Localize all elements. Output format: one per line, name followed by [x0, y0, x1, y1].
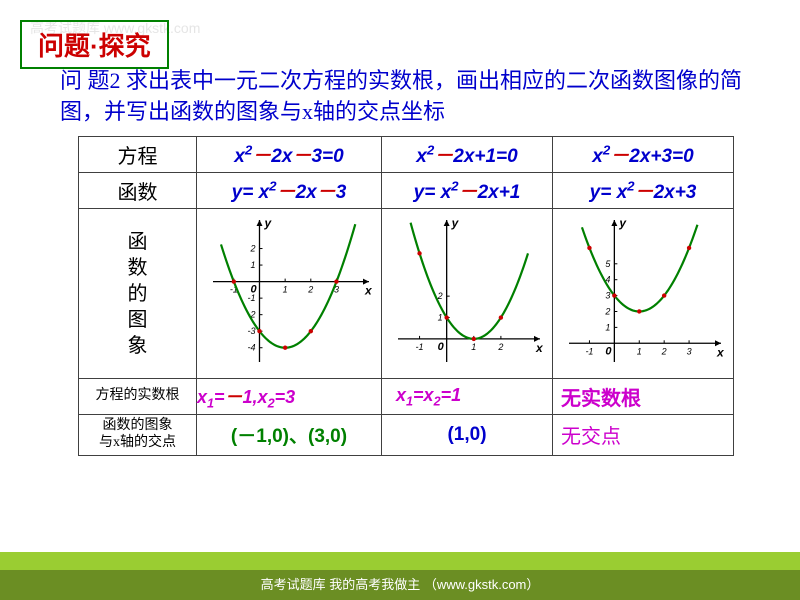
footer-stripe	[0, 552, 800, 570]
row-header-intersect: 函数的图象与x轴的交点	[79, 415, 197, 456]
svg-text:x: x	[535, 340, 544, 354]
row-header-graph: 函数的图象	[79, 209, 197, 379]
int-3: 无交点	[553, 415, 734, 456]
fn-3: y= x2－2x+3	[553, 173, 734, 209]
row-header-equation: 方程	[79, 137, 197, 173]
eq-1: x2－2x－3=0	[197, 137, 382, 173]
roots-3: 无实数根	[553, 379, 734, 415]
eq-2: x2－2x+1=0	[382, 137, 553, 173]
fn-1: y= x2－2x－3	[197, 173, 382, 209]
roots-2: x1=x2=1	[382, 379, 553, 415]
svg-text:x: x	[364, 283, 373, 297]
int-2: (1,0)	[382, 415, 553, 456]
svg-text:1: 1	[637, 346, 642, 356]
problem-text: 问 题2 求出表中一元二次方程的实数根，画出相应的二次函数图像的简图，并写出函数…	[60, 66, 760, 128]
eq-3: x2－2x+3=0	[553, 137, 734, 173]
svg-text:-1: -1	[416, 341, 424, 351]
graph-2: 0xy-11212	[382, 209, 553, 379]
fn-2: y= x2－2x+1	[382, 173, 553, 209]
svg-text:-3: -3	[247, 326, 255, 336]
svg-text:y: y	[451, 216, 460, 230]
svg-text:5: 5	[605, 258, 611, 268]
svg-text:-1: -1	[585, 346, 593, 356]
svg-text:y: y	[263, 216, 272, 230]
svg-text:3: 3	[687, 346, 692, 356]
roots-1: x1=－1,x2=3	[197, 379, 382, 415]
row-header-roots: 方程的实数根	[79, 379, 197, 415]
int-1: (－1,0)、(3,0)	[197, 415, 382, 456]
svg-text:1: 1	[250, 260, 255, 270]
svg-text:0: 0	[438, 340, 445, 352]
svg-text:1: 1	[471, 341, 476, 351]
svg-text:2: 2	[661, 346, 667, 356]
svg-text:-1: -1	[247, 293, 255, 303]
graph-3: 0xy-112312345	[553, 209, 734, 379]
svg-text:2: 2	[497, 341, 503, 351]
svg-text:1: 1	[283, 284, 288, 294]
graph-1: 0xy-1123-4-3-2-112	[197, 209, 382, 379]
svg-text:y: y	[618, 216, 627, 230]
main-table: 方程 x2－2x－3=0 x2－2x+1=0 x2－2x+3=0 函数 y= x…	[78, 136, 734, 456]
svg-text:x: x	[716, 345, 725, 359]
svg-text:3: 3	[605, 290, 610, 300]
footer: 高考试题库 我的高考我做主 （www.gkstk.com）	[0, 570, 800, 600]
svg-text:1: 1	[605, 322, 610, 332]
svg-text:2: 2	[249, 243, 255, 253]
svg-text:2: 2	[604, 306, 610, 316]
svg-text:-4: -4	[247, 342, 255, 352]
svg-text:1: 1	[438, 312, 443, 322]
title-box: 问题·探究	[20, 20, 169, 69]
row-header-function: 函数	[79, 173, 197, 209]
svg-text:2: 2	[307, 284, 313, 294]
svg-text:0: 0	[605, 345, 612, 357]
